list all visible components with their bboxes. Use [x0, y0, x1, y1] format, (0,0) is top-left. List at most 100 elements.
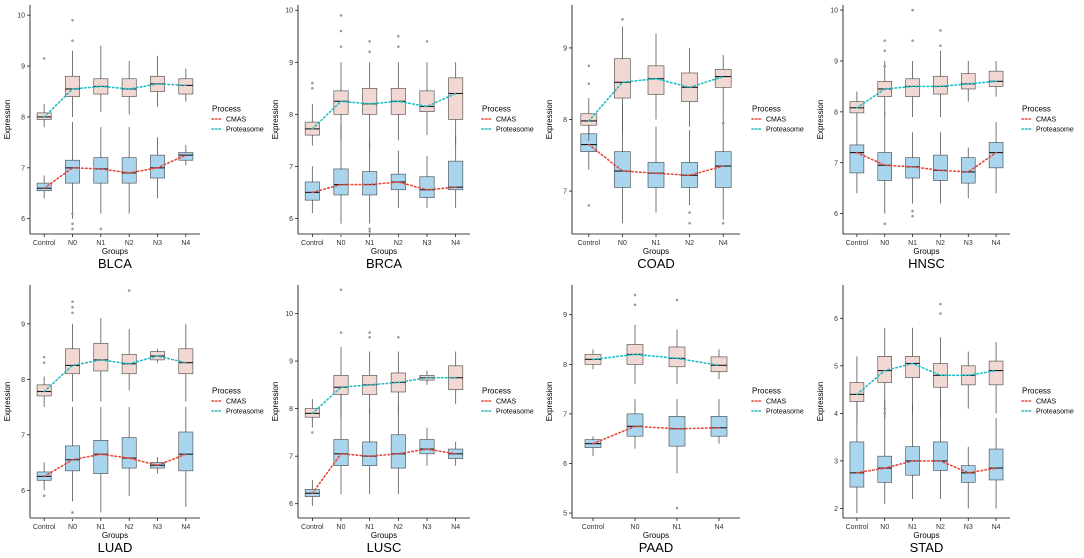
legend-title: Process — [212, 387, 241, 396]
legend-title: Process — [1022, 387, 1051, 396]
proteasome-outlier — [339, 29, 343, 33]
proteasome-outlier — [633, 293, 637, 297]
cmas-trend-line — [311, 181, 457, 194]
proteasome-outlier — [883, 64, 887, 68]
cmas-box — [933, 154, 948, 181]
cmas-outlier — [721, 221, 725, 225]
legend-label: CMAS — [226, 117, 247, 124]
proteasome-trend-line — [856, 362, 997, 396]
proteasome-trend-line — [311, 376, 457, 415]
proteasome-outlier — [311, 86, 314, 90]
proteasome-box — [933, 75, 948, 95]
x-tick-label: Control — [301, 524, 324, 531]
legend-label: Proteasome — [766, 409, 804, 416]
cmas-trend-line — [856, 151, 997, 173]
proteasome-outlier — [42, 57, 46, 60]
cmas-box — [362, 441, 378, 466]
x-tick-label: N2 — [936, 524, 945, 531]
y-tick-label: 10 — [830, 8, 838, 15]
proteasome-outlier — [397, 34, 400, 38]
x-tick-label: N1 — [365, 240, 374, 247]
cmas-outlier — [368, 230, 371, 233]
proteasome-outlier — [311, 431, 314, 434]
proteasome-trend-line — [311, 92, 457, 130]
cmas-box — [93, 440, 109, 474]
cmas-outlier — [339, 232, 343, 236]
proteasome-box — [65, 348, 80, 375]
x-tick-label: N0 — [68, 240, 77, 247]
proteasome-outlier — [675, 298, 679, 302]
y-axis-title: Expression — [271, 100, 280, 140]
cancer-type-label: PAAD — [639, 540, 673, 555]
cmas-trend-line — [311, 448, 457, 495]
x-tick-label: N0 — [880, 240, 889, 247]
y-tick-label: 7 — [289, 164, 293, 171]
cmas-box — [390, 434, 406, 469]
panel-lusc: 6 7 8 9 10 Control N0 N1 N2 N3 N4 Groups Expression L… — [271, 285, 534, 555]
cmas-trend-line — [43, 453, 187, 478]
cmas-box — [419, 439, 435, 455]
x-tick-label: N3 — [964, 240, 973, 247]
cmas-outlier — [42, 494, 46, 498]
proteasome-outlier — [911, 39, 914, 42]
x-tick-label: Control — [846, 524, 869, 531]
x-tick-label: N2 — [125, 524, 134, 531]
x-tick-label: Control — [582, 524, 605, 531]
x-tick-label: N0 — [337, 524, 346, 531]
proteasome-outlier — [339, 288, 343, 292]
proteasome-box — [710, 356, 728, 373]
cmas-box — [65, 159, 80, 184]
proteasome-outlier — [42, 361, 46, 364]
cancer-type-label: COAD — [637, 256, 675, 271]
proteasome-outlier — [127, 289, 131, 292]
x-tick-label: N1 — [96, 240, 105, 247]
cmas-trend-line — [587, 143, 725, 177]
x-tick-label: N2 — [394, 240, 403, 247]
y-tick-label: 10 — [285, 8, 293, 15]
x-axis-title: Groups — [371, 531, 397, 540]
y-axis-title: Expression — [816, 100, 825, 140]
cmas-box — [933, 441, 948, 471]
cmas-outlier — [883, 222, 887, 226]
cancer-type-label: BLCA — [98, 256, 132, 271]
proteasome-outlier — [368, 331, 371, 334]
x-tick-label: N3 — [964, 524, 973, 531]
cmas-outlier — [71, 227, 74, 231]
cancer-type-label: BRCA — [366, 256, 402, 271]
x-tick-label: N1 — [673, 524, 682, 531]
x-axis-title: Groups — [643, 531, 669, 540]
proteasome-outlier — [883, 412, 887, 415]
cmas-box — [626, 413, 644, 437]
cmas-box — [93, 157, 109, 184]
y-tick-label: 9 — [834, 58, 838, 65]
cmas-box — [150, 154, 165, 179]
y-tick-label: 10 — [285, 311, 293, 318]
cmas-outlier — [71, 511, 74, 514]
y-tick-label: 8 — [289, 406, 293, 413]
proteasome-outlier — [339, 45, 343, 48]
cmas-box — [178, 152, 194, 161]
proteasome-trend-line — [587, 75, 725, 122]
proteasome-outlier — [883, 407, 887, 410]
panel-paad: 5 6 7 8 9 Control N0 N1 N4 Groups Expression PAAD Pr… — [545, 285, 804, 555]
x-tick-label: Control — [33, 240, 56, 247]
proteasome-trend-line — [43, 83, 187, 118]
proteasome-box — [178, 78, 194, 95]
proteasome-box — [614, 58, 631, 99]
legend-label: CMAS — [766, 399, 787, 406]
cmas-outlier — [688, 221, 691, 225]
legend-label: CMAS — [496, 117, 517, 124]
proteasome-outlier — [939, 312, 942, 315]
y-tick-label: 8 — [289, 112, 293, 119]
cmas-outlier — [99, 227, 103, 231]
y-tick-label: 6 — [21, 216, 25, 223]
x-tick-label: Control — [578, 240, 601, 247]
x-tick-label: N4 — [181, 240, 190, 247]
proteasome-box — [65, 75, 80, 97]
cmas-box — [121, 437, 137, 469]
cmas-box — [362, 171, 378, 196]
proteasome-outlier — [883, 49, 887, 53]
cmas-trend-line — [856, 460, 997, 474]
x-tick-label: N3 — [423, 240, 432, 247]
y-tick-label: 6 — [834, 211, 838, 218]
